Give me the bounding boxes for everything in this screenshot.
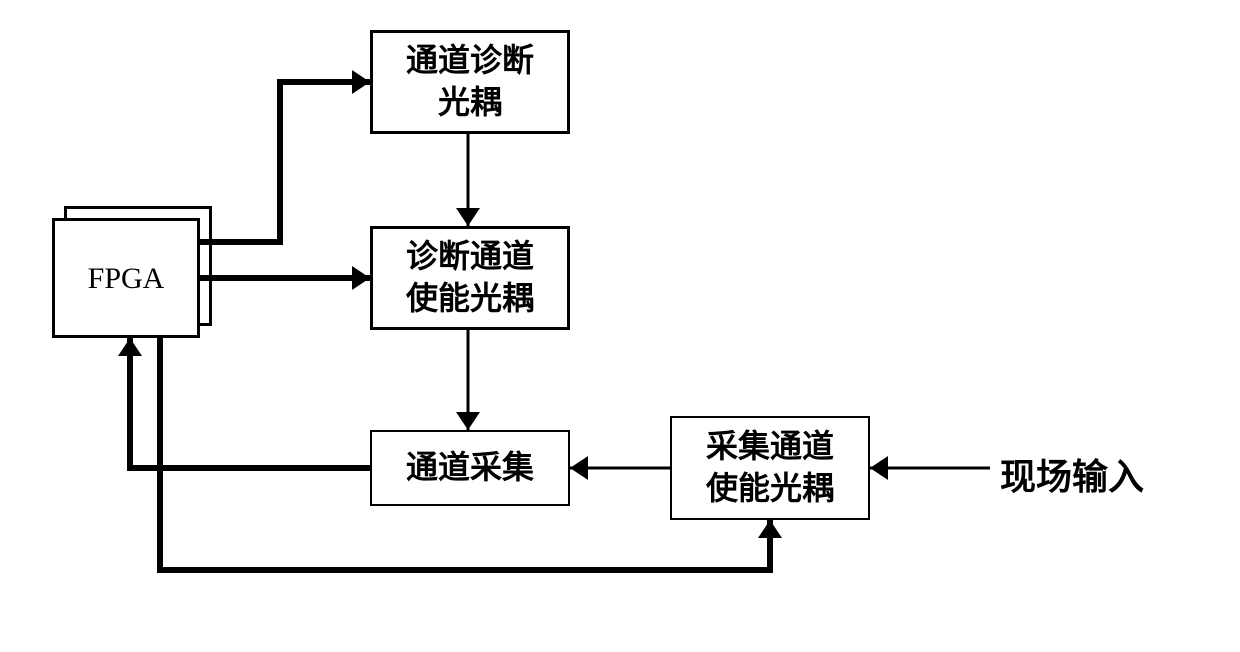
diagnosis-channel-enable-optocoupler-box: 诊断通道 使能光耦	[370, 226, 570, 330]
channel-acquisition-box: 通道采集	[370, 430, 570, 506]
node1-label: 通道诊断 光耦	[406, 40, 534, 123]
node2-label: 诊断通道 使能光耦	[406, 236, 534, 319]
node3-label: 通道采集	[406, 447, 534, 489]
field-input-label: 现场输入	[1000, 448, 1144, 500]
channel-diagnosis-optocoupler-box: 通道诊断 光耦	[370, 30, 570, 134]
fpga-box: FPGA	[52, 218, 200, 338]
acquisition-channel-enable-optocoupler-box: 采集通道 使能光耦	[670, 416, 870, 520]
fpga-label: FPGA	[88, 259, 165, 298]
node4-label: 采集通道 使能光耦	[706, 426, 834, 509]
